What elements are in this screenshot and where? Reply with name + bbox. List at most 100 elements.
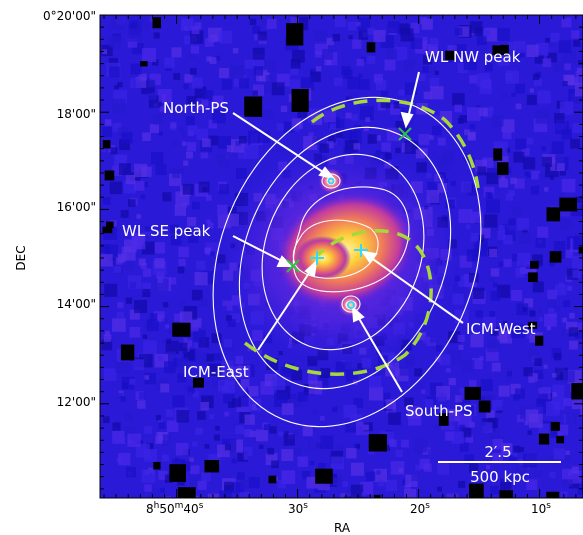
noise-pixel	[188, 232, 199, 244]
noise-pixel	[237, 472, 245, 480]
noise-pixel	[421, 18, 433, 30]
noise-pixel	[546, 298, 557, 309]
noise-pixel	[244, 428, 253, 437]
noise-pixel	[470, 334, 484, 348]
noise-pixel	[218, 379, 230, 392]
noise-pixel	[515, 103, 522, 110]
noise-pixel	[469, 379, 477, 388]
noise-pixel	[297, 456, 308, 467]
noise-pixel	[445, 431, 455, 441]
noise-pixel	[119, 139, 130, 151]
noise-pixel	[239, 480, 250, 490]
noise-pixel	[370, 50, 376, 56]
noise-pixel	[562, 370, 575, 383]
noise-pixel	[477, 166, 487, 176]
noise-pixel	[162, 440, 169, 447]
noise-pixel	[489, 311, 496, 317]
noise-pixel	[511, 290, 523, 302]
noise-pixel	[367, 27, 375, 35]
noise-pixel	[143, 182, 148, 187]
noise-pixel	[110, 147, 118, 155]
noise-pixel	[401, 439, 409, 448]
noise-pixel	[531, 170, 540, 180]
noise-pixel	[454, 27, 463, 36]
y-tick-label: 12'00"	[57, 395, 96, 409]
noise-pixel	[161, 339, 166, 344]
noise-pixel	[399, 366, 409, 376]
noise-pixel	[213, 434, 220, 441]
contour-south-ps	[341, 295, 361, 313]
noise-pixel	[317, 375, 329, 387]
noise-pixel	[475, 310, 483, 318]
noise-pixel	[170, 122, 177, 129]
noise-pixel	[510, 177, 517, 185]
noise-pixel	[437, 463, 449, 475]
noise-pixel	[135, 77, 147, 88]
noise-pixel	[190, 45, 199, 54]
noise-pixel	[350, 484, 364, 497]
noise-pixel	[157, 314, 164, 322]
noise-pixel	[163, 361, 176, 374]
noise-pixel	[466, 107, 481, 121]
noise-pixel	[359, 79, 370, 90]
noise-pixel	[226, 315, 233, 322]
noise-pixel	[153, 242, 166, 254]
noise-pixel	[101, 339, 113, 351]
noise-pixel	[426, 173, 432, 179]
dark-pixel	[374, 494, 381, 498]
noise-pixel	[469, 463, 479, 473]
noise-pixel	[563, 50, 576, 64]
noise-pixel	[554, 352, 562, 361]
noise-pixel	[241, 115, 248, 122]
noise-pixel	[144, 448, 158, 462]
dark-pixel	[527, 321, 538, 329]
noise-pixel	[476, 73, 491, 87]
noise-pixel	[130, 172, 141, 183]
noise-pixel	[237, 451, 248, 462]
noise-pixel	[464, 454, 475, 465]
noise-pixel	[318, 462, 326, 471]
noise-pixel	[529, 334, 538, 343]
noise-pixel	[302, 426, 313, 437]
noise-pixel	[202, 187, 208, 192]
noise-pixel	[519, 267, 527, 274]
noise-pixel	[128, 16, 135, 23]
noise-pixel	[334, 15, 346, 28]
noise-pixel	[360, 481, 374, 495]
noise-pixel	[380, 90, 389, 99]
noise-pixel	[206, 353, 215, 362]
noise-pixel	[109, 181, 123, 195]
noise-pixel	[483, 317, 497, 330]
noise-pixel	[373, 29, 386, 42]
noise-pixel	[490, 327, 499, 336]
noise-pixel	[521, 148, 530, 156]
noise-pixel	[267, 447, 275, 455]
noise-pixel	[559, 101, 574, 115]
noise-pixel	[498, 241, 503, 246]
dark-pixel	[169, 464, 187, 482]
noise-pixel	[253, 66, 264, 76]
noise-pixel	[212, 109, 226, 124]
noise-pixel	[534, 369, 544, 380]
noise-pixel	[535, 237, 546, 248]
noise-pixel	[548, 259, 556, 267]
arrow-icm-west	[369, 256, 464, 324]
noise-pixel	[508, 218, 516, 226]
noise-pixel	[538, 423, 550, 435]
noise-pixel	[507, 42, 515, 50]
noise-pixel	[134, 180, 145, 191]
arrow-south-ps-head	[351, 305, 365, 323]
noise-pixel	[312, 136, 321, 146]
axis-ticks	[100, 14, 583, 498]
noise-pixel	[251, 404, 258, 410]
noise-pixel	[534, 54, 544, 64]
noise-pixel	[112, 165, 123, 176]
noise-pixel	[446, 493, 459, 498]
noise-pixel	[221, 79, 233, 90]
scale-bar: 2′.5 500 kpc	[438, 443, 561, 486]
noise-pixel	[127, 38, 138, 48]
noise-pixel	[434, 115, 441, 121]
noise-pixel	[514, 178, 525, 189]
noise-pixel	[580, 406, 583, 418]
noise-pixel	[129, 326, 141, 338]
